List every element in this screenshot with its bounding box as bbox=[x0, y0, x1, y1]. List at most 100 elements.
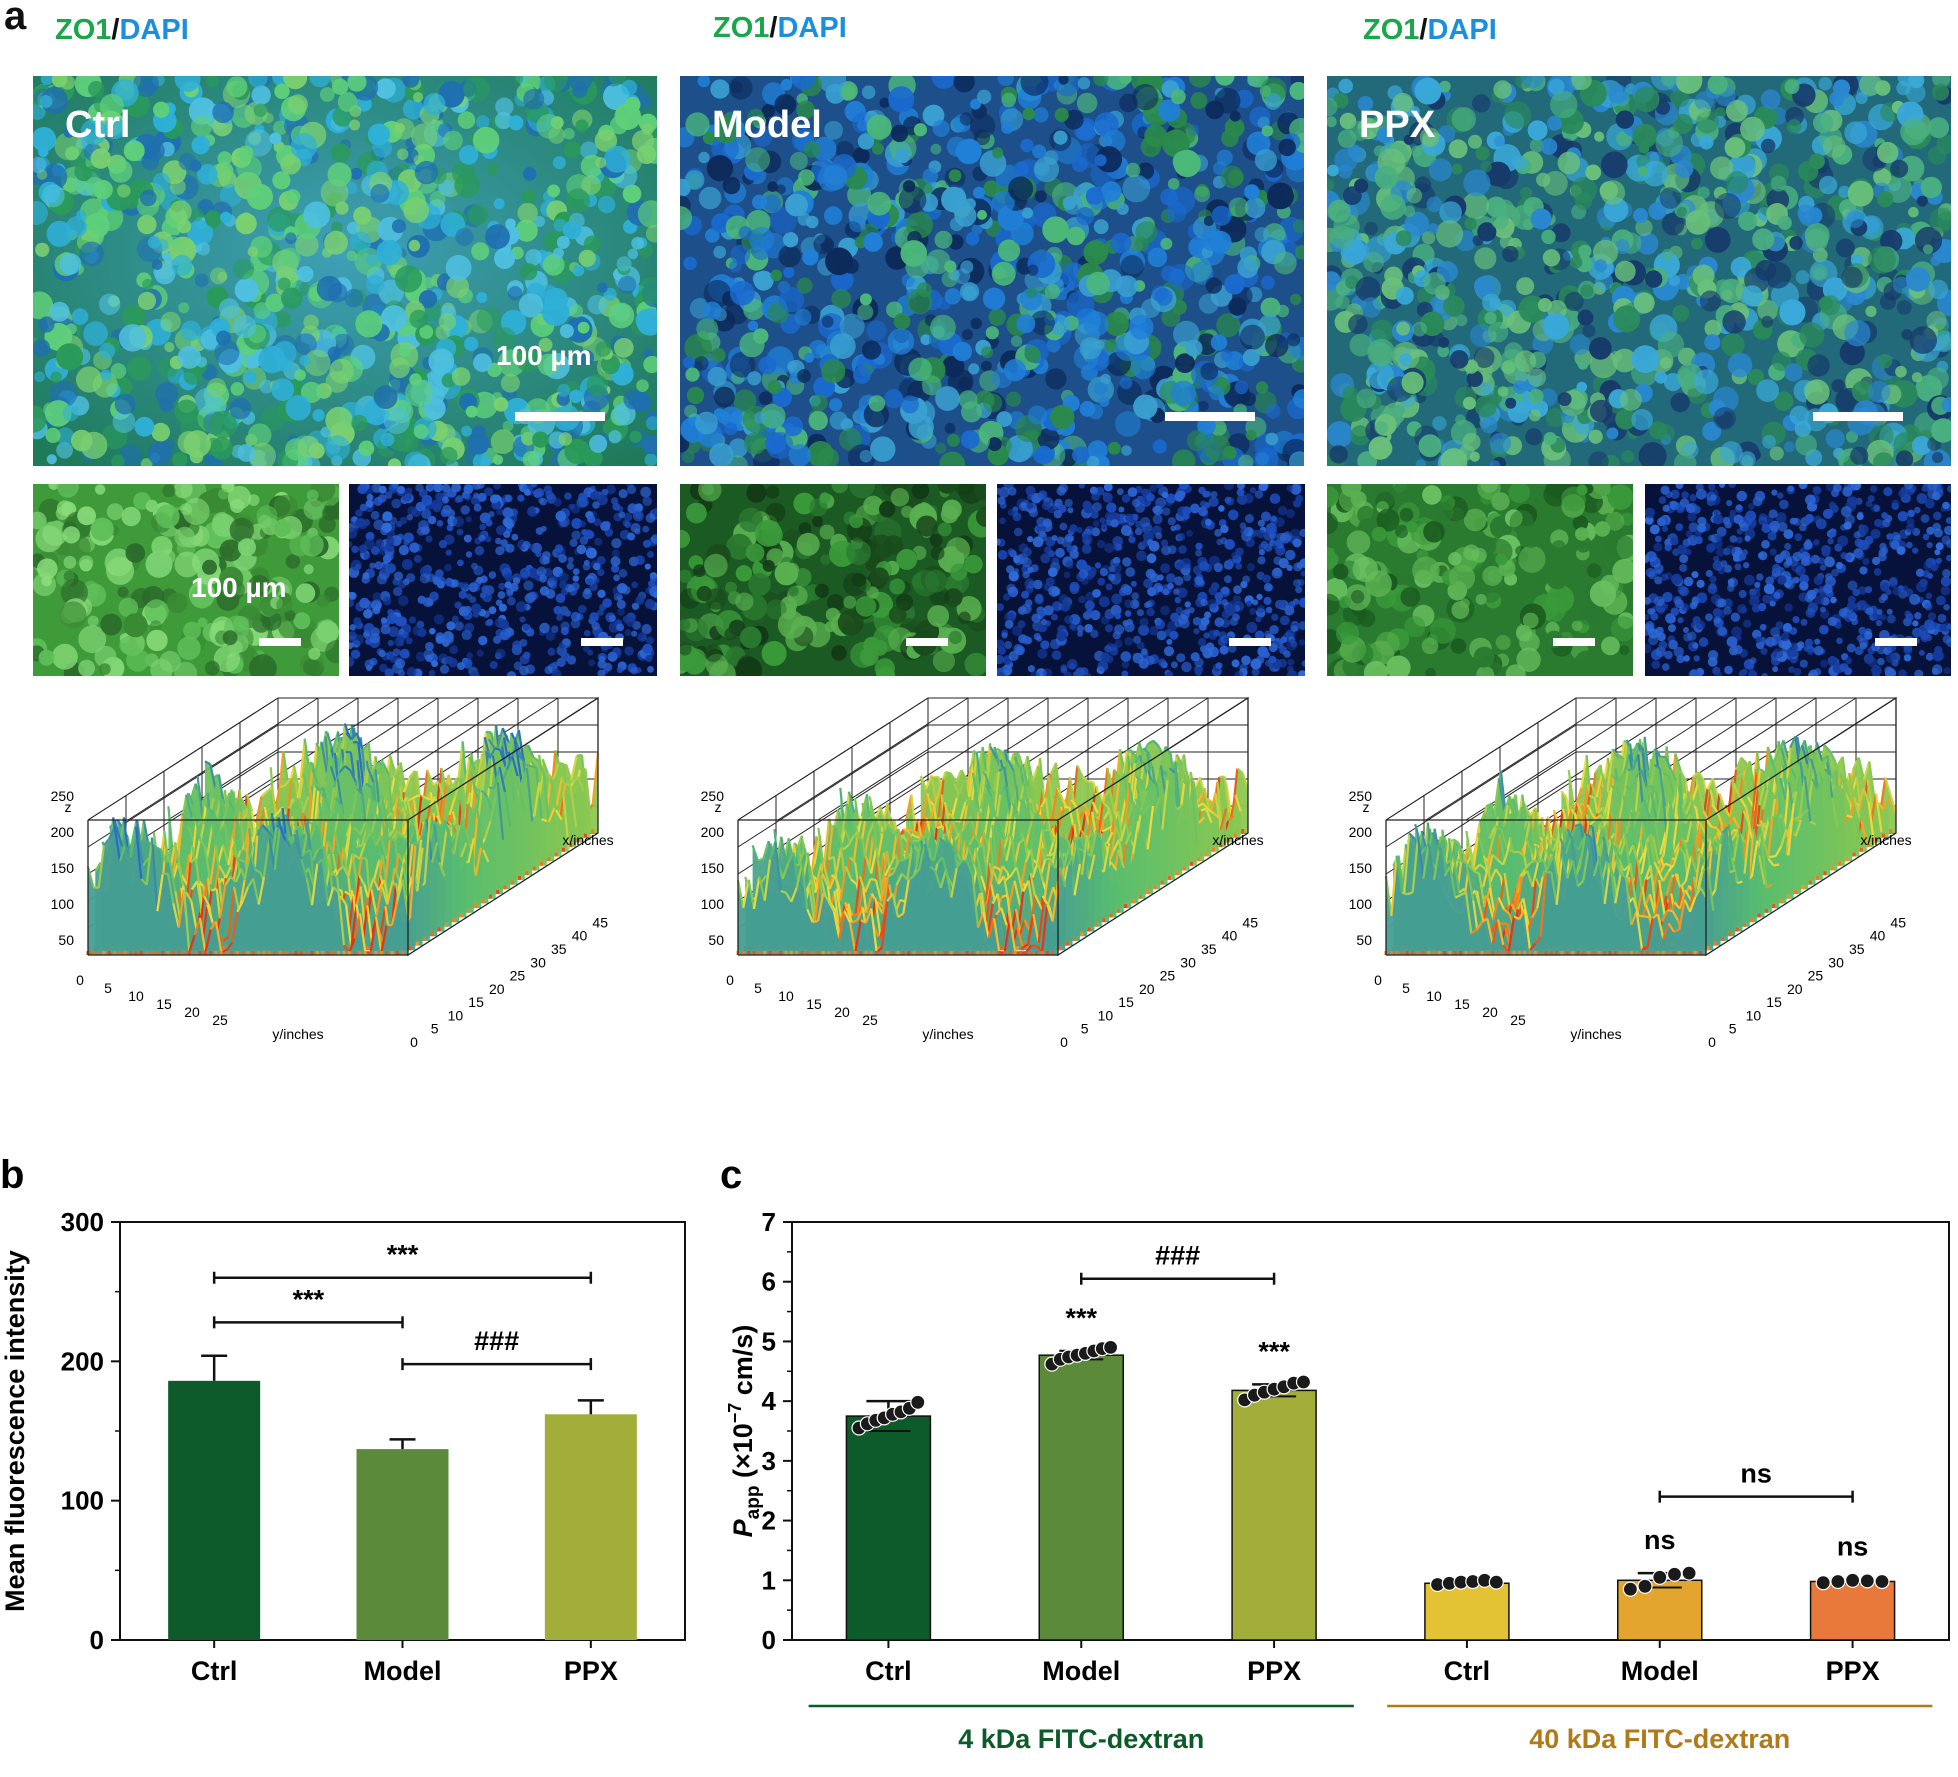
zo1-image bbox=[33, 484, 339, 676]
zo1-image bbox=[680, 484, 986, 676]
z-axis-label: z bbox=[715, 799, 722, 815]
x-tick-label: 5 bbox=[1081, 1021, 1089, 1037]
z-tick-label: 150 bbox=[1349, 860, 1373, 876]
category-label: Ctrl bbox=[1444, 1656, 1491, 1686]
stain-separator: / bbox=[1419, 14, 1428, 46]
scale-bar bbox=[515, 412, 605, 421]
dapi-image bbox=[997, 484, 1305, 676]
z-tick-label: 200 bbox=[1349, 824, 1373, 840]
z-tick-label: 250 bbox=[51, 788, 75, 804]
y-tick-label: 20 bbox=[834, 1004, 850, 1020]
x-tick-label: 45 bbox=[592, 914, 608, 930]
stain-separator: / bbox=[111, 14, 120, 46]
merged-image bbox=[33, 76, 657, 466]
data-point bbox=[910, 1394, 926, 1410]
y-tick-label: 10 bbox=[1426, 988, 1442, 1004]
micrograph-dapi-model bbox=[997, 484, 1305, 676]
significance-label: ### bbox=[1155, 1241, 1200, 1271]
y-tick-label: 1 bbox=[762, 1565, 776, 1595]
dapi-label: DAPI bbox=[1427, 14, 1497, 46]
data-point bbox=[1295, 1374, 1312, 1390]
category-label: Ctrl bbox=[865, 1656, 912, 1686]
data-point bbox=[1622, 1581, 1639, 1597]
x-tick-label: 20 bbox=[489, 981, 505, 997]
y-tick-label: 6 bbox=[762, 1267, 776, 1297]
y-tick-label: 0 bbox=[726, 972, 734, 988]
x-tick-label: 5 bbox=[431, 1021, 439, 1037]
plot-frame bbox=[791, 1221, 1950, 1641]
y-tick-label: 25 bbox=[212, 1012, 228, 1028]
panel-letter: c bbox=[720, 1153, 742, 1197]
group-label-ppx: PPX bbox=[1359, 104, 1436, 146]
x-tick-label: 0 bbox=[1060, 1034, 1068, 1050]
data-point bbox=[1666, 1566, 1683, 1582]
x-tick-label: 30 bbox=[1828, 954, 1844, 970]
significance-annotation: ns bbox=[1644, 1525, 1676, 1555]
category-label: Model bbox=[1042, 1656, 1120, 1686]
y-tick-label: 15 bbox=[1454, 996, 1470, 1012]
x-tick-label: 20 bbox=[1787, 981, 1803, 997]
significance-label: ns bbox=[1740, 1459, 1772, 1489]
significance-annotation: *** bbox=[1065, 1303, 1097, 1333]
x-tick-label: 25 bbox=[1160, 968, 1176, 984]
y-tick-label: 4 bbox=[762, 1386, 777, 1416]
x-tick-label: 35 bbox=[1849, 941, 1865, 957]
data-point bbox=[1830, 1573, 1846, 1590]
y-tick-label: 25 bbox=[1510, 1012, 1526, 1028]
x-axis-label: x/inches bbox=[562, 832, 613, 848]
y-tick-label: 200 bbox=[61, 1346, 104, 1376]
y-axis-label: y/inches bbox=[922, 1026, 973, 1042]
bar bbox=[1424, 1582, 1510, 1641]
category-label: Model bbox=[364, 1656, 442, 1686]
z-tick-label: 50 bbox=[708, 932, 724, 948]
data-point bbox=[1637, 1578, 1653, 1594]
y-tick-label: 10 bbox=[778, 988, 794, 1004]
dapi-image bbox=[349, 484, 657, 676]
dapi-label: DAPI bbox=[119, 14, 189, 46]
x-tick-label: 30 bbox=[530, 954, 546, 970]
bar bbox=[1231, 1389, 1317, 1641]
data-point bbox=[1103, 1339, 1119, 1355]
merged-image bbox=[1327, 76, 1951, 466]
z-tick-label: 250 bbox=[1349, 788, 1373, 804]
scale-bar bbox=[581, 638, 623, 646]
data-point bbox=[1652, 1569, 1668, 1585]
scale-bar-text: 100 µm bbox=[191, 572, 287, 603]
z-tick-label: 100 bbox=[701, 896, 725, 912]
y-tick-label: 2 bbox=[762, 1506, 776, 1536]
x-tick-label: 40 bbox=[572, 928, 588, 944]
y-tick-label: 15 bbox=[156, 996, 172, 1012]
micrograph-dapi-ctrl bbox=[349, 484, 657, 676]
x-tick-label: 15 bbox=[1766, 994, 1782, 1010]
zo1-label: ZO1 bbox=[713, 12, 770, 44]
micrograph-dapi-ppx bbox=[1645, 484, 1951, 676]
x-tick-label: 40 bbox=[1222, 928, 1238, 944]
y-tick-label: 25 bbox=[862, 1012, 878, 1028]
z-tick-label: 50 bbox=[58, 932, 74, 948]
category-label: PPX bbox=[1826, 1656, 1880, 1686]
y-tick-label: 5 bbox=[754, 980, 762, 996]
data-point bbox=[1859, 1573, 1875, 1589]
y-tick-label: 300 bbox=[61, 1207, 104, 1237]
x-tick-label: 30 bbox=[1180, 954, 1196, 970]
data-point bbox=[1488, 1574, 1504, 1590]
bar bbox=[1038, 1354, 1124, 1641]
significance-label: ### bbox=[474, 1326, 519, 1356]
micrograph-merged-model: Model bbox=[680, 76, 1304, 466]
z-tick-label: 250 bbox=[701, 788, 725, 804]
scale-bar bbox=[1165, 412, 1255, 421]
y-tick-label: 5 bbox=[104, 980, 112, 996]
dapi-label: DAPI bbox=[777, 12, 847, 44]
bar bbox=[845, 1415, 932, 1641]
x-tick-label: 0 bbox=[1708, 1034, 1716, 1050]
surface-frame bbox=[737, 696, 1249, 957]
z-tick-label: 150 bbox=[701, 860, 725, 876]
x-tick-label: 0 bbox=[410, 1034, 418, 1050]
scale-bar bbox=[1553, 638, 1595, 646]
micrograph-zo1-ppx bbox=[1327, 484, 1633, 676]
x-tick-label: 10 bbox=[1098, 1007, 1114, 1023]
bar bbox=[356, 1449, 449, 1640]
